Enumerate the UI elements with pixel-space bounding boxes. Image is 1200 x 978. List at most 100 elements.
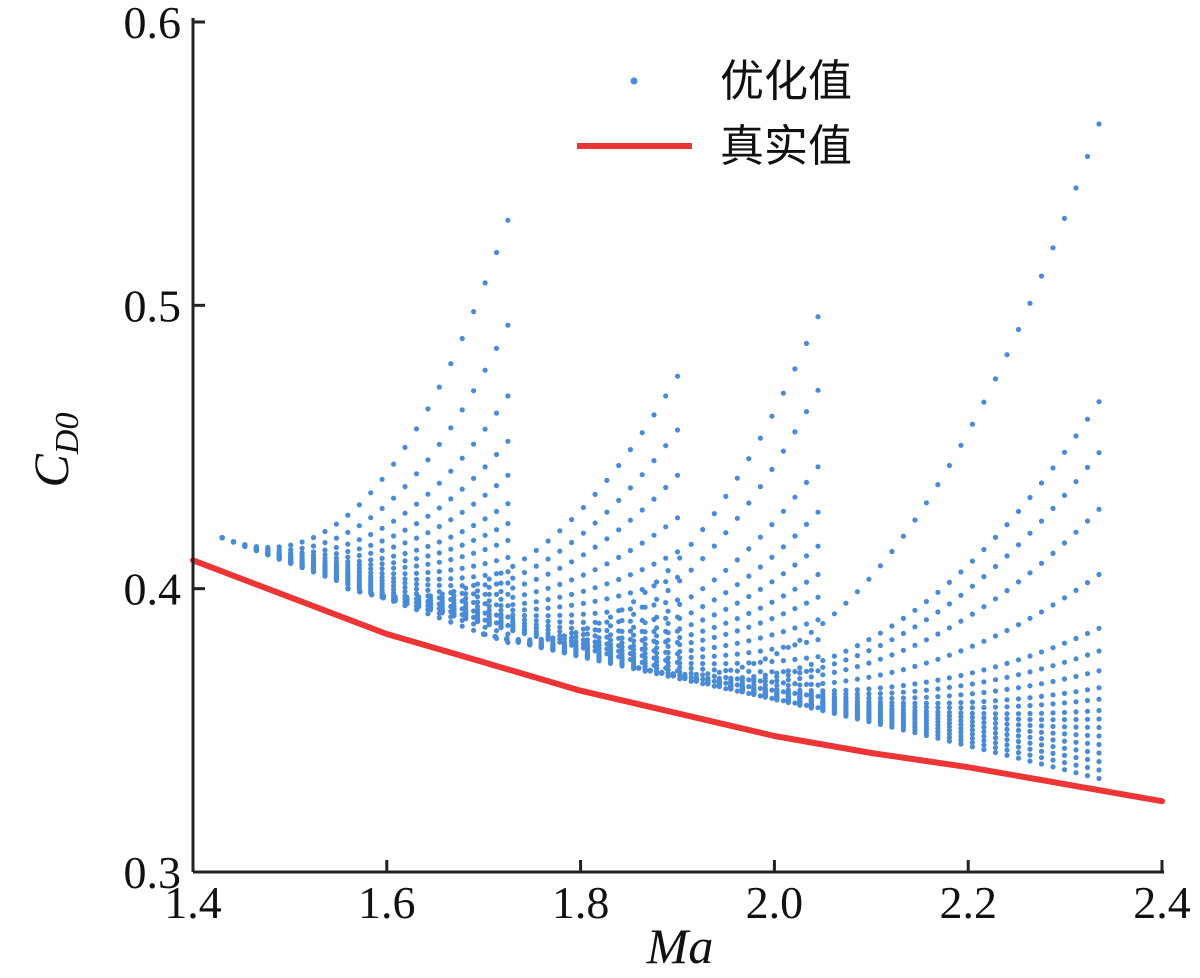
scatter-point: [505, 631, 511, 637]
scatter-point: [734, 688, 740, 694]
scatter-point: [482, 591, 488, 597]
scatter-point: [785, 672, 791, 678]
scatter-point: [866, 686, 872, 692]
scatter-point: [969, 558, 976, 564]
scatter-point: [711, 624, 717, 631]
scatter-point: [580, 588, 587, 594]
scatter-point: [639, 507, 645, 513]
scatter-point: [459, 486, 465, 492]
scatter-point: [463, 585, 469, 591]
scatter-point: [946, 652, 953, 658]
scatter-point: [413, 556, 420, 562]
scatter-point: [505, 322, 511, 328]
scatter-point: [992, 633, 999, 639]
scatter-point: [1084, 153, 1091, 160]
scatter-point: [969, 611, 976, 617]
scatter-point: [1073, 689, 1079, 695]
scatter-point: [958, 733, 964, 739]
scatter-point: [639, 540, 645, 546]
scatter-point: [1015, 738, 1022, 745]
scatter-point: [854, 687, 861, 693]
scatter-point: [604, 627, 610, 634]
scatter-point: [1096, 506, 1102, 512]
scatter-point: [569, 630, 575, 636]
scatter-point: [474, 581, 481, 587]
scatter-point: [820, 680, 826, 687]
scatter-point: [584, 637, 591, 643]
scatter-point: [746, 650, 752, 656]
scatter-point: [946, 731, 953, 737]
scatter-point: [1015, 579, 1022, 585]
scatter-point: [545, 571, 551, 577]
scatter-point: [946, 705, 953, 711]
scatter-point: [728, 675, 734, 681]
scatter-point: [1061, 492, 1068, 498]
scatter-point: [538, 636, 544, 643]
scatter-point: [596, 627, 602, 633]
scatter-point: [665, 663, 671, 669]
scatter-point: [592, 598, 598, 604]
scatter-point: [627, 485, 634, 491]
scatter-point: [780, 390, 787, 396]
scatter-point: [604, 596, 610, 602]
scatter-point: [992, 664, 999, 670]
scatter-point: [451, 597, 457, 603]
scatter-point: [631, 638, 637, 644]
scatter-point: [912, 642, 918, 648]
scatter-point: [592, 491, 598, 497]
scatter-point: [345, 554, 351, 560]
scatter-point: [700, 556, 706, 562]
scatter-point: [877, 690, 884, 697]
scatter-point: [493, 410, 500, 416]
scatter-point: [510, 575, 516, 581]
scatter-point: [425, 553, 431, 559]
scatter-point: [831, 653, 838, 659]
scatter-point: [1061, 640, 1068, 646]
scatter-point: [677, 601, 683, 608]
scatter-point: [1061, 659, 1068, 665]
scatter-point: [580, 552, 587, 558]
scatter-point: [505, 554, 511, 561]
scatter-point: [439, 591, 445, 597]
scatter-point: [1084, 764, 1091, 771]
scatter-point: [345, 529, 351, 536]
scatter-point: [471, 550, 477, 556]
scatter-point: [665, 643, 671, 650]
scatter-point: [631, 624, 637, 631]
scatter-point: [486, 603, 492, 609]
scatter-point: [369, 591, 375, 597]
scatter-point: [561, 633, 568, 639]
scatter-point: [854, 676, 861, 682]
scatter-point: [815, 594, 821, 600]
scatter-point: [774, 674, 780, 680]
scatter-point: [557, 528, 563, 534]
scatter-point: [631, 599, 637, 605]
scatter-point: [642, 604, 648, 610]
scatter-point: [1004, 731, 1010, 738]
scatter-point: [482, 601, 488, 607]
scatter-point: [288, 542, 294, 548]
y-tick-label: 0.6: [124, 0, 182, 48]
scatter-point: [505, 217, 511, 223]
scatter-point: [820, 672, 826, 678]
scatter-point: [627, 590, 634, 596]
scatter-point: [616, 462, 622, 469]
scatter-point: [923, 708, 930, 715]
scatter-point: [762, 656, 768, 662]
scatter-point: [1015, 733, 1022, 739]
scatter-point: [792, 668, 798, 675]
scatter-point: [711, 667, 717, 673]
scatter-point: [1004, 352, 1010, 358]
scatter-point: [413, 576, 420, 582]
scatter-point: [654, 639, 660, 646]
scatter-point: [958, 692, 964, 698]
scatter-point: [368, 562, 374, 568]
scatter-point: [425, 543, 431, 550]
scatter-point: [647, 667, 653, 674]
scatter-point: [459, 407, 465, 413]
scatter-point: [505, 472, 511, 478]
scatter-point: [677, 649, 683, 655]
scatter-point: [505, 569, 511, 575]
scatter-point: [482, 561, 488, 567]
y-tick-label: 0.5: [124, 280, 182, 331]
